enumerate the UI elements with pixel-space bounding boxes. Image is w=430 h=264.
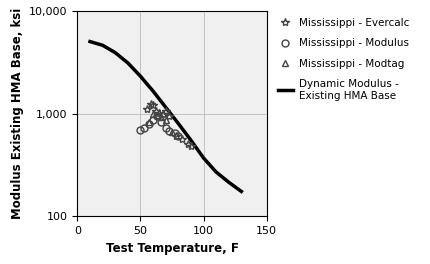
Legend: Mississippi - Evercalc, Mississippi - Modulus, Mississippi - Modtag, Dynamic Mod: Mississippi - Evercalc, Mississippi - Mo…: [276, 16, 411, 103]
X-axis label: Test Temperature, F: Test Temperature, F: [105, 242, 239, 255]
Y-axis label: Modulus Existing HMA Base, ksi: Modulus Existing HMA Base, ksi: [11, 8, 24, 219]
